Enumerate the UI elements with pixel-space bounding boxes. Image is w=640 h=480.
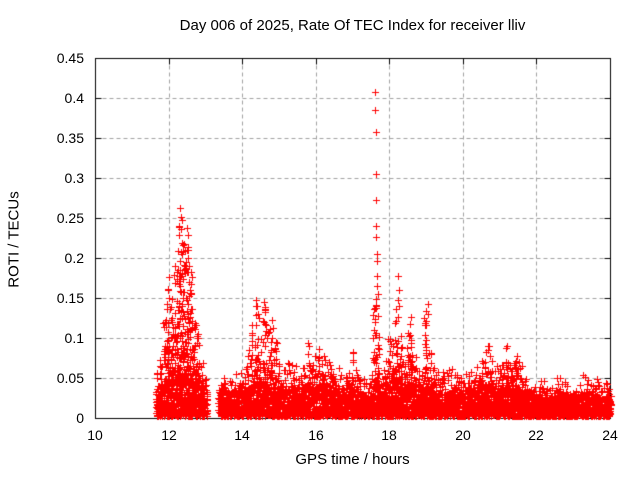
y-tick-label: 0.15	[56, 290, 84, 306]
x-tick-label: 18	[381, 427, 397, 443]
y-tick-label: 0.25	[56, 210, 84, 226]
x-tick-label: 22	[528, 427, 544, 443]
x-tick-label: 12	[161, 427, 177, 443]
y-tick-label: 0.05	[56, 370, 84, 386]
y-tick-label: 0.45	[56, 50, 84, 66]
chart-title: Day 006 of 2025, Rate Of TEC Index for r…	[179, 17, 526, 34]
x-tick-label: 14	[234, 427, 250, 443]
x-tick-label: 24	[602, 427, 618, 443]
y-tick-label: 0.2	[64, 250, 84, 266]
y-tick-label: 0	[76, 410, 84, 426]
y-tick-label: 0.35	[56, 130, 84, 146]
x-tick-label: 16	[308, 427, 324, 443]
y-tick-label: 0.1	[64, 330, 84, 346]
y-tick-label: 0.3	[64, 170, 84, 186]
x-tick-label: 10	[87, 427, 103, 443]
x-axis-label: GPS time / hours	[295, 451, 410, 468]
y-tick-label: 0.4	[64, 90, 84, 106]
x-tick-label: 20	[455, 427, 471, 443]
